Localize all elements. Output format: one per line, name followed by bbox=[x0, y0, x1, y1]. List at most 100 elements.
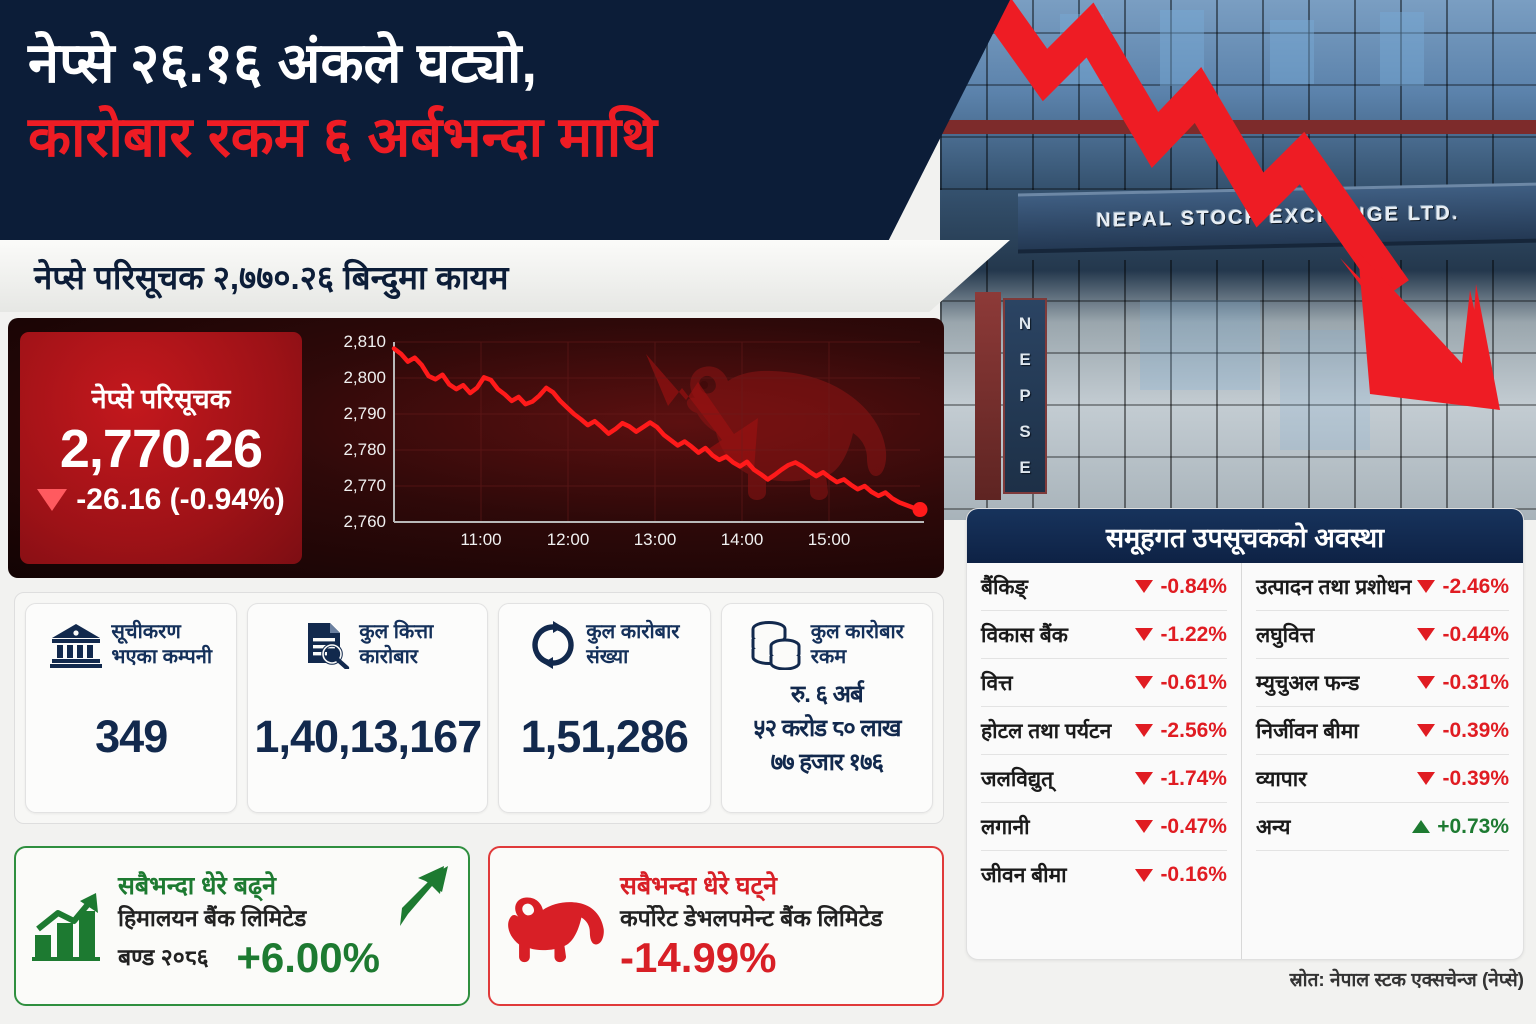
sector-change-value: -1.22% bbox=[1160, 622, 1227, 646]
sector-change: -0.39% bbox=[1417, 719, 1509, 743]
sector-name: व्यापार bbox=[1255, 767, 1307, 791]
sector-change-value: +0.73% bbox=[1437, 814, 1509, 838]
building-trim bbox=[940, 120, 1536, 134]
triangle-up-icon bbox=[1412, 820, 1431, 833]
down-trend-arrow-icon bbox=[970, 0, 1500, 410]
top-gainer-card: सबैभन्दा धेरे बढ्ने हिमालयन बैंक लिमिटेड… bbox=[14, 846, 470, 1006]
document-search-icon bbox=[308, 623, 350, 669]
sector-row: जलविद्युत् -1.74% bbox=[981, 755, 1227, 803]
headline-line-1: नेप्से २६.१६ अंकले घट्यो, bbox=[28, 31, 537, 94]
triangle-down-icon bbox=[37, 489, 68, 512]
sector-row: विकास बैंक -1.22% bbox=[981, 611, 1227, 659]
sector-change: -0.84% bbox=[1135, 575, 1227, 599]
sector-row: लगानी -0.47% bbox=[981, 803, 1227, 851]
sector-change-value: -2.46% bbox=[1442, 574, 1509, 598]
bar-chart-up-icon bbox=[32, 893, 100, 961]
nepse-letter-n: N bbox=[1018, 314, 1032, 333]
window-reflection bbox=[1280, 330, 1370, 450]
loser-title: सबैभन्दा धेरे घट्ने bbox=[620, 872, 777, 901]
triangle-down-icon bbox=[1135, 820, 1154, 833]
window-reflection bbox=[1270, 20, 1314, 84]
sector-row-spacer bbox=[1256, 851, 1509, 899]
sector-change-value: -0.47% bbox=[1160, 814, 1227, 838]
sector-change-value: -0.31% bbox=[1442, 670, 1509, 694]
triangle-down-icon bbox=[1135, 580, 1154, 593]
subtitle-bar: नेप्से परिसूचक २,७७०.२६ बिन्दुमा कायम bbox=[0, 240, 1010, 312]
sector-change: -0.47% bbox=[1135, 815, 1227, 839]
stat-title-line2: भएका कम्पनी bbox=[111, 646, 213, 668]
entrance-pillar bbox=[975, 292, 1001, 500]
stat-title-line1: सूचीकरण bbox=[111, 621, 181, 643]
chart-ytick-2800: 2,800 bbox=[343, 368, 386, 387]
chart-ytick-2810: 2,810 bbox=[343, 332, 386, 351]
sector-row: लघुवित्त -0.44% bbox=[1255, 611, 1509, 659]
sector-change-value: -0.61% bbox=[1160, 670, 1227, 694]
sector-name: जीवन बीमा bbox=[981, 864, 1067, 887]
sector-row: म्युचुअल फन्ड -0.31% bbox=[1255, 659, 1509, 707]
index-card-change: -26.16 (-0.94%) bbox=[37, 483, 285, 517]
triangle-down-icon bbox=[1417, 676, 1436, 689]
bank-icon bbox=[50, 624, 103, 668]
window-reflection bbox=[1140, 300, 1260, 390]
sector-name: अन्य bbox=[1255, 815, 1291, 839]
nepse-letter-s: S bbox=[1019, 422, 1031, 441]
sector-change-value: -0.39% bbox=[1442, 718, 1509, 742]
market-stats-row: सूचीकरण भएका कम्पनी 349 कुल कित्ता कारोब… bbox=[14, 592, 944, 824]
sector-change-value: -0.39% bbox=[1442, 766, 1509, 790]
sector-row: निर्जीवन बीमा -0.39% bbox=[1255, 707, 1509, 755]
subtitle-text: नेप्से परिसूचक २,७७०.२६ बिन्दुमा कायम bbox=[34, 258, 509, 296]
gainer-percent: +6.00% bbox=[236, 933, 380, 981]
sector-change: -2.46% bbox=[1417, 575, 1509, 599]
sector-row: बैंकिङ् -0.84% bbox=[981, 563, 1227, 611]
stat-card-total-shares: कुल कित्ता कारोबार 1,40,13,167 bbox=[247, 603, 489, 813]
sector-column-left: बैंकिङ् -0.84% विकास बैंक -1.22% वित्त -0.61%… bbox=[967, 563, 1242, 959]
gainer-name-line1: हिमालयन बैंक लिमिटेड bbox=[118, 904, 307, 931]
triangle-down-icon bbox=[1135, 676, 1154, 689]
stat-value-listed-companies: 349 bbox=[95, 711, 168, 762]
index-card-value: 2,770.26 bbox=[59, 418, 263, 479]
sector-row: व्यापार -0.39% bbox=[1255, 755, 1509, 803]
top-movers-row: सबैभन्दा धेरे बढ्ने हिमालयन बैंक लिमिटेड… bbox=[14, 846, 944, 1006]
sector-name: उत्पादन तथा प्रशोधन bbox=[1255, 575, 1412, 599]
sector-row: उत्पादन तथा प्रशोधन -2.46% bbox=[1255, 563, 1509, 611]
sector-change-value: -0.84% bbox=[1160, 574, 1227, 598]
index-card-change-text: -26.16 (-0.94%) bbox=[76, 483, 285, 517]
stat-card-turnover: कुल कारोबार रकम रु. ६ अर्ब ५२ करोड ८० लाख… bbox=[720, 603, 933, 813]
chart-xtick-1200: 12:00 bbox=[546, 530, 590, 549]
sector-change: -2.56% bbox=[1135, 719, 1227, 743]
sector-change: -0.61% bbox=[1135, 671, 1227, 695]
gainer-title: सबैभन्दा धेरे बढ्ने bbox=[118, 872, 276, 901]
nepse-letter-e2: E bbox=[1019, 458, 1031, 477]
chart-ytick-2790: 2,790 bbox=[343, 404, 386, 423]
sector-change: -0.44% bbox=[1417, 623, 1509, 647]
sector-change-value: -0.44% bbox=[1442, 622, 1509, 646]
sector-name: लघुवित्त bbox=[1255, 623, 1315, 647]
triangle-down-icon bbox=[1417, 580, 1436, 593]
sector-name: वित्त bbox=[981, 671, 1013, 695]
sector-name: लगानी bbox=[981, 815, 1030, 839]
index-card-label: नेप्से परिसूचक bbox=[91, 383, 231, 414]
chart-xtick-1100: 11:00 bbox=[460, 530, 502, 549]
stat-card-total-transactions: कुल कारोबार संख्या 1,51,286 bbox=[498, 603, 711, 813]
stat-value-turnover: रु. ६ अर्ब ५२ करोड ८० लाख ७७ हजार १७६ bbox=[753, 681, 901, 777]
arrow-up-icon bbox=[400, 866, 448, 926]
intraday-line-chart: 2,760 2,770 2,780 2,790 2,800 2,810 11:0… bbox=[308, 326, 936, 570]
triangle-down-icon bbox=[1135, 628, 1154, 641]
triangle-down-icon bbox=[1135, 772, 1154, 785]
nepse-building-photo: क NEPAL STOCK EXCHANGE LTD. N E P S E bbox=[940, 0, 1536, 520]
window-reflection bbox=[1380, 12, 1424, 86]
nepse-letter-e1: E bbox=[1019, 350, 1031, 369]
sector-change: -1.22% bbox=[1135, 623, 1227, 647]
sector-change-value: -2.56% bbox=[1160, 718, 1227, 742]
sector-row: वित्त -0.61% bbox=[981, 659, 1227, 707]
triangle-down-icon bbox=[1417, 628, 1436, 641]
headline-banner: नेप्से २६.१६ अंकले घट्यो, कारोबार रकम ६ … bbox=[0, 0, 1010, 240]
stat-title-line1: कुल कित्ता bbox=[359, 621, 434, 643]
stat-card-listed-companies: सूचीकरण भएका कम्पनी 349 bbox=[25, 603, 238, 813]
sector-column-right: उत्पादन तथा प्रशोधन -2.46% लघुवित्त -0.44% म… bbox=[1242, 563, 1523, 959]
loser-percent: -14.99% bbox=[620, 933, 777, 981]
sector-subindex-heading: समूहगत उपसूचकको अवस्था bbox=[967, 509, 1523, 563]
sector-subindex-table: समूहगत उपसूचकको अवस्था बैंकिङ् -0.84% विका… bbox=[966, 508, 1524, 960]
sector-change-value: -0.16% bbox=[1160, 863, 1227, 886]
chart-series-line bbox=[391, 346, 923, 512]
